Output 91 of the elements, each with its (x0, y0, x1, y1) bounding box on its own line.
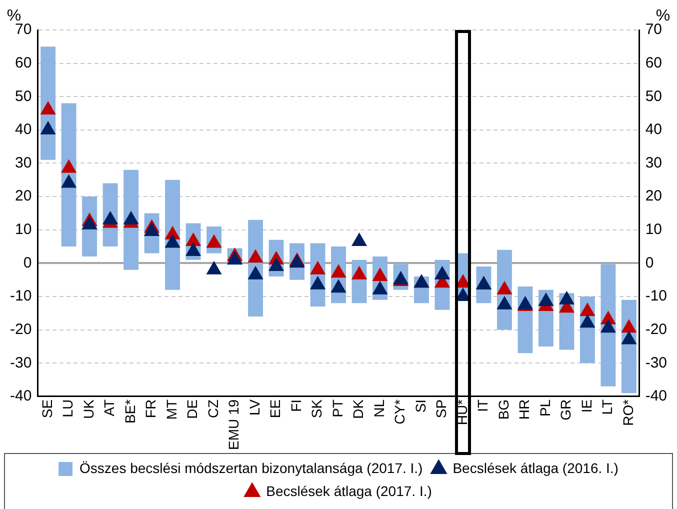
x-tick-label: SP (433, 399, 450, 418)
y2-tick-label: -20 (645, 320, 668, 338)
point (352, 266, 367, 280)
x-tick-label: EMU 19 (226, 399, 242, 450)
x-tick-label: HR (516, 399, 532, 420)
point (352, 233, 367, 246)
y2-tick-label: -10 (645, 288, 668, 305)
x-tick-label: FR (142, 399, 159, 418)
x-tick-label: DE (184, 399, 200, 419)
x-tick-label: MT (163, 398, 180, 420)
point (372, 268, 388, 282)
point (497, 296, 512, 310)
x-tick-label: EE (267, 399, 284, 418)
y2-tick-label: 50 (645, 88, 662, 105)
x-tick-label: HU* (454, 398, 470, 426)
point (206, 234, 222, 248)
bar (124, 170, 139, 270)
point (248, 266, 263, 280)
x-tick-label: GR (558, 399, 574, 420)
point (186, 243, 201, 256)
legend-label: Összes becslési módszertan bizonytalansága (2017. I.) (80, 460, 423, 476)
point (61, 174, 76, 188)
y-tick-label: 60 (14, 54, 32, 72)
y2-tick-label: 0 (645, 254, 654, 272)
point (40, 101, 56, 114)
x-tick-label: FI (288, 399, 304, 412)
x-tick-label: IT (474, 398, 491, 412)
point (40, 121, 56, 134)
x-tick-label: PT (329, 398, 346, 418)
point (538, 292, 554, 306)
x-tick-label: RO* (620, 398, 636, 426)
point (310, 261, 326, 274)
point (165, 234, 180, 248)
y-tick-label: 10 (14, 221, 32, 238)
y2-tick-label: 20 (645, 188, 662, 205)
x-tick-label: PL (536, 399, 553, 417)
y-tick-label: 0 (23, 254, 32, 272)
point (248, 250, 263, 263)
y2-tick-label: 10 (645, 221, 662, 238)
legend-label: Becslések átlaga (2016. I.) (452, 460, 618, 476)
point (144, 223, 160, 236)
point (124, 211, 138, 224)
y-tick-label: 30 (14, 154, 32, 172)
y-tick-label: 20 (14, 188, 32, 205)
y-tick-label: -40 (10, 388, 32, 405)
point (434, 266, 450, 280)
point (82, 216, 97, 230)
y-tick-label: 50 (14, 88, 32, 105)
x-tick-label: IE (578, 399, 594, 413)
point (497, 281, 512, 294)
y-tick-label: 40 (14, 121, 32, 138)
x-tick-label: SK (308, 398, 325, 418)
x-tick-label: LV (246, 398, 262, 416)
bar (61, 103, 76, 247)
y-tick-label: -30 (10, 354, 32, 372)
x-tick-label: BG (495, 399, 512, 420)
point (227, 251, 242, 264)
point (310, 276, 326, 290)
x-tick-label: SE (38, 399, 55, 418)
legend-label: Becslések átlaga (2017. I.) (266, 482, 432, 499)
x-tick-label: CZ (204, 398, 221, 418)
x-tick-label: SI (412, 399, 428, 413)
point (559, 291, 574, 304)
point (580, 302, 595, 316)
point (622, 320, 636, 333)
point (61, 160, 76, 173)
x-tick-label: BE* (122, 398, 138, 424)
point (622, 331, 636, 344)
x-tick-label: UK (80, 398, 96, 419)
y2-tick-label: -40 (645, 388, 668, 405)
y-tick-label: -20 (10, 320, 32, 338)
y2-tick-label: 60 (645, 54, 662, 72)
x-tick-label: NL (370, 399, 387, 418)
y2-tick-label: -30 (645, 354, 668, 372)
point (331, 280, 346, 293)
y-tick-label: -10 (10, 288, 32, 305)
point (268, 258, 284, 272)
point (331, 264, 346, 278)
x-tick-label: CY* (392, 398, 408, 424)
point (372, 281, 388, 294)
point (186, 233, 201, 246)
y2-tick-label: 30 (645, 154, 662, 172)
y2-tick-label: 40 (645, 121, 662, 138)
point (206, 261, 222, 274)
point (102, 211, 118, 224)
x-tick-label: LU (60, 399, 76, 418)
point (580, 314, 595, 328)
x-tick-label: AT (101, 398, 118, 416)
point (600, 320, 616, 333)
x-tick-label: LT (599, 398, 616, 415)
x-tick-label: DK (350, 398, 366, 419)
